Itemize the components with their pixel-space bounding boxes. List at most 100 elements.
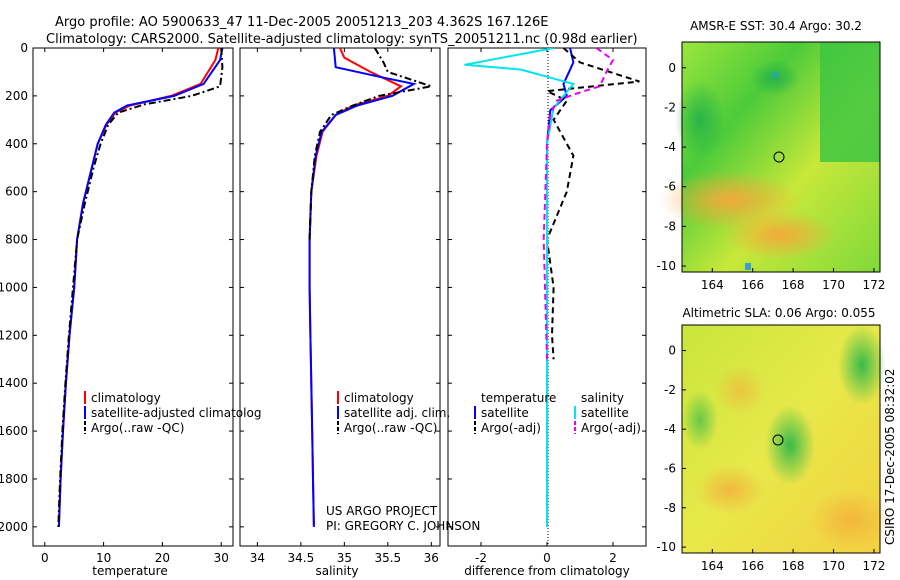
series-line-argo-adj- <box>543 48 640 360</box>
salinity-ticks: 34 34.5 35 35.5 36 <box>250 48 439 565</box>
y-tick-label: 2000 <box>0 520 28 534</box>
y-tick-label: 400 <box>5 137 28 151</box>
sla-map-frame <box>681 324 881 554</box>
y-tick-label: 200 <box>5 89 28 103</box>
map-y-tick-label: -6 <box>664 461 676 475</box>
salinity-xlabel: salinity <box>315 564 358 578</box>
map-x-tick-label: 168 <box>782 559 805 573</box>
legend-label-argo: Argo(..raw -QC) <box>344 421 437 435</box>
sla-map-high-patch <box>715 365 765 415</box>
legend-label-sal-satellite: satellite <box>581 406 629 420</box>
x-tick-label: 35.5 <box>374 551 401 565</box>
sla-argo-marker <box>772 434 784 446</box>
map-y-tick-label: 0 <box>668 344 676 358</box>
y-tick-label: 1800 <box>0 472 28 486</box>
legend-label-satellite: satellite adj. clim. <box>344 406 450 420</box>
sla-map-high-patch <box>695 465 765 515</box>
sla-map-image <box>681 324 890 554</box>
salinity-axes-frame <box>239 47 441 547</box>
x-tick-label: 34 <box>250 551 265 565</box>
sla-map-ticks: 164 166 168 170 172 0 -2 -4 -6 -8 -10 <box>656 344 885 573</box>
legend-label-argo: Argo(..raw -QC) <box>91 421 184 435</box>
figure-title-line2: Climatology: CARS2000. Satellite-adjuste… <box>46 32 638 47</box>
difference-lines <box>464 48 640 527</box>
map-y-tick-label: -4 <box>664 422 676 436</box>
x-tick-label: -2 <box>475 551 487 565</box>
x-tick-label: 36 <box>424 551 439 565</box>
x-tick-label: 30 <box>214 551 229 565</box>
map-x-tick-label: 172 <box>862 559 885 573</box>
sst-argo-marker <box>773 151 785 163</box>
y-tick-label: 1200 <box>0 328 28 342</box>
map-y-tick-label: 0 <box>668 61 676 75</box>
legend-label-climatology: climatology <box>91 391 161 405</box>
sla-map-high-patch <box>810 490 890 550</box>
legend-heading-salinity: salinity <box>581 391 624 405</box>
sst-map-title: AMSR-E SST: 30.4 Argo: 30.2 <box>690 19 862 33</box>
map-y-tick-label: -6 <box>664 180 676 194</box>
series-line-satellite-adj-clim- <box>308 48 417 527</box>
y-tick-label: 600 <box>5 185 28 199</box>
difference-ticks: -2 0 2 <box>475 48 617 565</box>
map-y-tick-label: -8 <box>664 501 676 515</box>
map-x-tick-label: 172 <box>862 278 885 292</box>
map-y-tick-label: -2 <box>664 383 676 397</box>
x-tick-label: 34.5 <box>288 551 315 565</box>
map-y-tick-label: -10 <box>656 540 676 554</box>
temperature-axes-frame <box>32 47 234 547</box>
series-line-climatology <box>57 48 220 527</box>
legend-heading-temperature: temperature <box>481 391 556 405</box>
x-tick-label: 35 <box>337 551 352 565</box>
series-line-argo-raw-qc- <box>308 48 432 240</box>
sst-map-cool-patch <box>820 42 880 162</box>
legend-label-climatology: climatology <box>344 391 414 405</box>
salinity-lines <box>308 48 432 527</box>
y-tick-label: 1600 <box>0 424 28 438</box>
map-x-tick-label: 164 <box>701 278 724 292</box>
legend-label-temp-satellite: satellite <box>481 406 529 420</box>
series-line-satellite <box>464 48 576 527</box>
y-tick-label: 1400 <box>0 376 28 390</box>
map-x-tick-label: 166 <box>741 278 764 292</box>
sla-map-low-patch <box>765 405 815 485</box>
legend-label-temp-argo: Argo(-adj) <box>481 421 541 435</box>
map-x-tick-label: 170 <box>822 278 845 292</box>
sla-map-low-patch <box>838 325 886 405</box>
temperature-lines <box>57 48 224 527</box>
depth-ticks: 0 200 400 600 800 1000 1200 1400 1600 1800 2000 <box>0 41 646 534</box>
credit-line2: PI: GREGORY C. JOHNSON <box>326 519 480 533</box>
y-tick-label: 1000 <box>0 280 28 294</box>
legend-label-sal-argo: Argo(-adj) <box>581 421 641 435</box>
x-tick-label: 0 <box>543 551 551 565</box>
legend-label-satellite: satellite-adjusted climatolog <box>91 406 261 420</box>
credit-line1: US ARGO PROJECT <box>326 504 438 518</box>
sla-map-low-patch <box>682 390 718 450</box>
x-tick-label: 2 <box>609 551 617 565</box>
temperature-ticks: 0 10 20 30 <box>41 48 229 565</box>
figure-title-line1: Argo profile: AO 5900633_47 11-Dec-2005 … <box>55 15 549 30</box>
x-tick-label: 0 <box>41 551 49 565</box>
sst-map-ticks: 164 166 168 170 172 0 -2 -4 -6 -8 -10 <box>656 61 885 292</box>
y-tick-label: 800 <box>5 233 28 247</box>
map-x-tick-label: 164 <box>701 559 724 573</box>
map-y-tick-label: -10 <box>656 259 676 273</box>
series-line-argo-raw-qc- <box>57 48 224 527</box>
map-y-tick-label: -8 <box>664 219 676 233</box>
sst-map-pixel <box>772 72 778 78</box>
x-tick-label: 10 <box>96 551 111 565</box>
sst-map-frame <box>681 41 881 273</box>
y-tick-label: 0 <box>20 41 28 55</box>
csiro-timestamp: CSIRO 17-Dec-2005 08:32:02 <box>883 368 897 545</box>
x-tick-label: 20 <box>155 551 170 565</box>
temperature-xlabel: temperature <box>92 564 167 578</box>
series-line-satellite-adjusted-climatolog <box>57 48 224 527</box>
sst-map-pixel <box>745 263 751 270</box>
map-y-tick-label: -2 <box>664 100 676 114</box>
map-y-tick-label: -4 <box>664 140 676 154</box>
sla-map-title: Altimetric SLA: 0.06 Argo: 0.055 <box>682 306 875 320</box>
sst-map-image <box>660 41 881 273</box>
salinity-legend: climatology satellite adj. clim. Argo(..… <box>337 391 450 435</box>
sst-map-warm-patch <box>725 210 835 260</box>
